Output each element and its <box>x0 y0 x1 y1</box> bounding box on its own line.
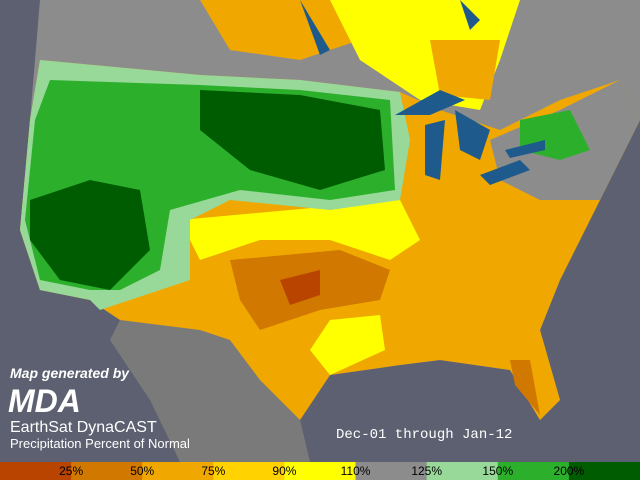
lake <box>480 160 530 185</box>
legend: 25% 50% 75% 90% 110% 125% 150% 200% <box>0 462 640 480</box>
legend-label: 25% <box>59 464 83 478</box>
legend-label: 75% <box>201 464 225 478</box>
legend-swatch <box>0 462 72 480</box>
region <box>310 315 385 375</box>
region <box>30 180 150 290</box>
mexico <box>110 320 310 462</box>
lake <box>395 90 465 115</box>
lake <box>505 140 545 158</box>
credit-text: Map generated by <box>10 365 130 381</box>
legend-label: 125% <box>411 464 442 478</box>
legend-label: 200% <box>554 464 585 478</box>
legend-swatch <box>568 462 640 480</box>
legend-swatch <box>497 462 570 480</box>
legend-label: 150% <box>482 464 513 478</box>
region <box>280 270 320 305</box>
lake <box>455 110 490 160</box>
legend-label: 50% <box>130 464 154 478</box>
legend-swatch <box>355 462 428 480</box>
legend-swatch <box>284 462 357 480</box>
region <box>180 200 420 260</box>
legend-label: 110% <box>341 464 371 478</box>
period: Dec-01 through Jan-12 <box>336 427 512 443</box>
region <box>200 90 385 190</box>
product-name: EarthSat DynaCAST <box>10 419 157 436</box>
legend-swatch <box>71 462 143 480</box>
map-subtitle: Precipitation Percent of Normal <box>10 436 190 451</box>
lake <box>300 0 480 55</box>
region <box>430 40 500 100</box>
legend-swatch <box>213 462 285 480</box>
legend-swatch <box>142 462 214 480</box>
region <box>510 360 540 415</box>
logo: MDA <box>8 383 81 419</box>
legend-label: 90% <box>272 464 296 478</box>
legend-swatch <box>426 462 499 480</box>
lake <box>425 120 445 180</box>
